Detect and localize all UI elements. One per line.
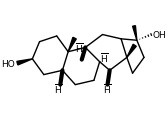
Text: $\overline{\mathrm{H}}$: $\overline{\mathrm{H}}$ — [75, 40, 84, 54]
Polygon shape — [17, 59, 32, 65]
Polygon shape — [127, 45, 136, 58]
Polygon shape — [68, 38, 76, 52]
Text: OH: OH — [153, 31, 166, 40]
Text: HO: HO — [2, 59, 15, 68]
Text: $\overline{\mathrm{H}}$: $\overline{\mathrm{H}}$ — [100, 51, 109, 65]
Text: $\overline{\mathrm{H}}$: $\overline{\mathrm{H}}$ — [103, 82, 112, 95]
Polygon shape — [133, 26, 137, 41]
Text: $\overline{\mathrm{H}}$: $\overline{\mathrm{H}}$ — [54, 82, 62, 95]
